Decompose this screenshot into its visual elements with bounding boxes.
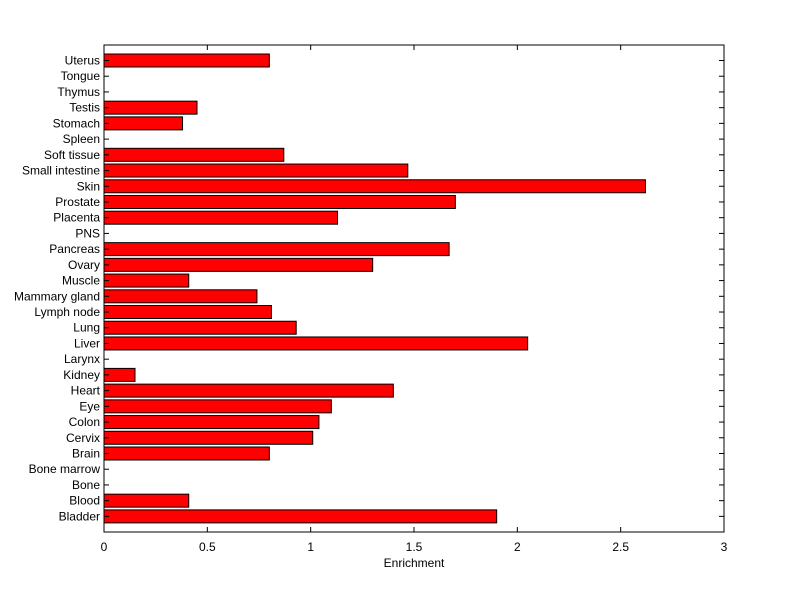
x-axis-title: Enrichment (384, 556, 445, 570)
y-tick-label-colon: Colon (69, 415, 100, 429)
bar-muscle (103, 273, 190, 288)
bar-soft-tissue (103, 147, 285, 162)
y-tick-label-bone-marrow: Bone marrow (29, 462, 101, 476)
bar-eye (103, 399, 332, 414)
y-tick-label-tongue: Tongue (61, 69, 101, 83)
bar-colon (103, 415, 320, 430)
bar-prostate (103, 194, 456, 209)
x-tick-label: 2 (514, 540, 521, 554)
x-tick-label: 1 (307, 540, 314, 554)
bar-mammary-gland (103, 289, 258, 304)
bar-skin (103, 179, 646, 194)
y-tick-label-pancreas: Pancreas (49, 242, 100, 256)
bar-bladder (103, 509, 498, 524)
x-tick-label: 2.5 (612, 540, 629, 554)
x-tick-label: 1.5 (406, 540, 423, 554)
y-tick-label-small-intestine: Small intestine (22, 164, 100, 178)
y-tick-label-lymph-node: Lymph node (34, 305, 100, 319)
y-tick-label-eye: Eye (79, 399, 100, 413)
y-tick-label-ovary: Ovary (68, 258, 100, 272)
y-tick-label-placenta: Placenta (53, 211, 100, 225)
bar-testis (103, 100, 198, 115)
y-tick-label-bone: Bone (72, 478, 100, 492)
bars-group (103, 53, 646, 524)
y-tick-label-brain: Brain (72, 447, 100, 461)
bar-ovary (103, 257, 374, 272)
x-tick-label: 0.5 (199, 540, 216, 554)
y-tick-label-uterus: Uterus (65, 54, 100, 68)
bar-heart (103, 383, 394, 398)
y-tick-label-cervix: Cervix (66, 431, 100, 445)
y-tick-label-prostate: Prostate (55, 195, 100, 209)
bar-liver (103, 336, 529, 351)
y-tick-label-liver: Liver (74, 336, 100, 350)
bar-lymph-node (103, 305, 272, 320)
y-tick-label-lung: Lung (73, 321, 100, 335)
y-tick-label-muscle: Muscle (62, 274, 100, 288)
y-tick-label-pns: PNS (75, 226, 100, 240)
bar-uterus (103, 53, 270, 68)
y-tick-label-heart: Heart (71, 384, 101, 398)
y-tick-label-spleen: Spleen (63, 132, 100, 146)
bar-blood (103, 493, 190, 508)
bar-cervix (103, 430, 314, 445)
y-tick-label-kidney: Kidney (63, 368, 100, 382)
bar-placenta (103, 210, 339, 225)
x-axis: 0 0.5 1 1.5 2 2.5 3 (101, 45, 728, 554)
y-tick-label-testis: Testis (69, 101, 100, 115)
bar-stomach (103, 116, 184, 131)
bar-pancreas (103, 242, 450, 257)
x-tick-label: 3 (721, 540, 728, 554)
bar-brain (103, 446, 270, 461)
bar-small-intestine (103, 163, 409, 178)
y-tick-label-thymus: Thymus (57, 85, 100, 99)
y-tick-label-larynx: Larynx (64, 352, 100, 366)
y-tick-label-soft-tissue: Soft tissue (44, 148, 100, 162)
y-tick-label-blood: Blood (69, 494, 100, 508)
x-tick-label: 0 (101, 540, 108, 554)
y-tick-label-skin: Skin (77, 179, 100, 193)
bar-lung (103, 320, 297, 335)
y-tick-label-bladder: Bladder (59, 509, 100, 523)
y-tick-label-stomach: Stomach (53, 116, 100, 130)
y-tick-label-mammary-gland: Mammary gland (14, 289, 100, 303)
